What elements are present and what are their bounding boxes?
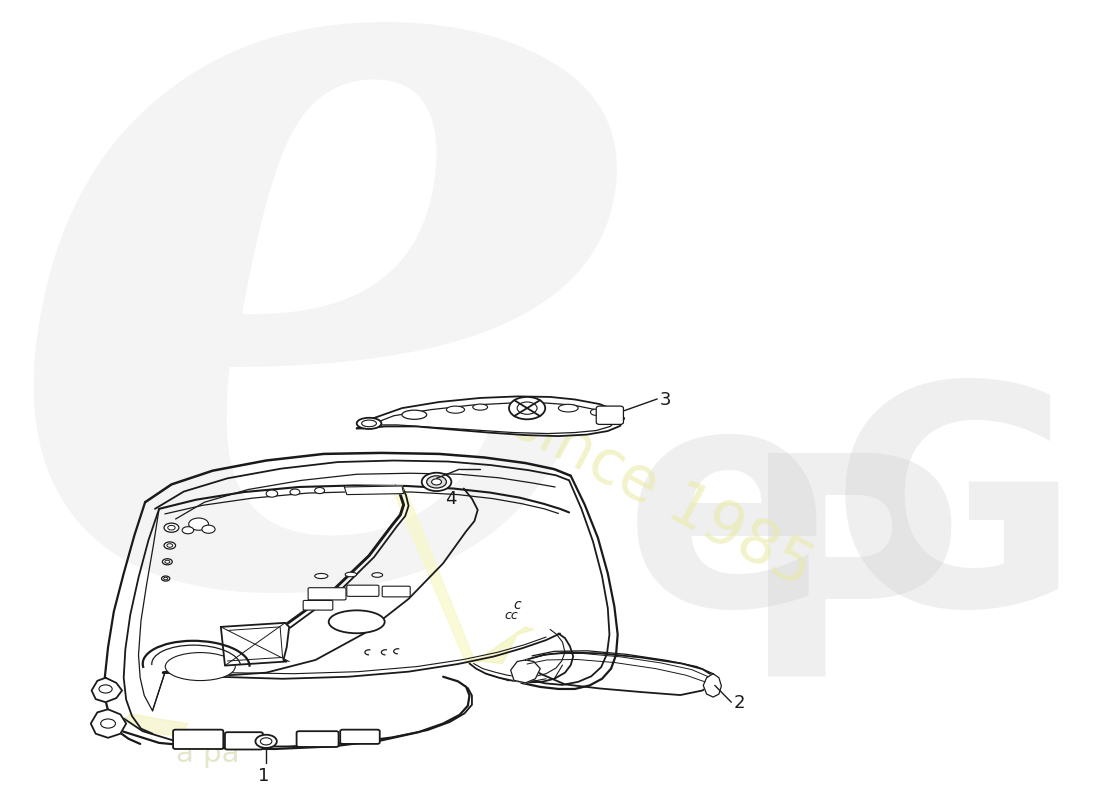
FancyBboxPatch shape xyxy=(340,730,379,744)
Circle shape xyxy=(266,490,277,497)
Circle shape xyxy=(604,414,612,418)
Polygon shape xyxy=(126,714,188,736)
Text: since 1985: since 1985 xyxy=(500,390,823,599)
Circle shape xyxy=(509,397,546,419)
Circle shape xyxy=(261,738,272,745)
Circle shape xyxy=(431,479,441,485)
Circle shape xyxy=(163,558,173,565)
Polygon shape xyxy=(344,486,404,494)
Text: 1: 1 xyxy=(258,766,270,785)
Ellipse shape xyxy=(447,406,464,414)
Circle shape xyxy=(183,526,194,534)
Polygon shape xyxy=(91,710,127,738)
Circle shape xyxy=(189,518,209,530)
Text: 4: 4 xyxy=(444,490,456,508)
Text: cc: cc xyxy=(505,610,518,622)
Text: 2: 2 xyxy=(734,694,746,712)
Circle shape xyxy=(315,487,324,494)
Polygon shape xyxy=(392,485,483,663)
Circle shape xyxy=(591,409,601,415)
Text: c: c xyxy=(513,598,520,612)
Ellipse shape xyxy=(356,418,382,429)
Ellipse shape xyxy=(402,410,427,419)
Text: P: P xyxy=(739,444,964,741)
Circle shape xyxy=(164,523,179,532)
FancyBboxPatch shape xyxy=(226,732,263,750)
FancyBboxPatch shape xyxy=(297,731,339,747)
Circle shape xyxy=(427,476,447,488)
Circle shape xyxy=(613,418,619,422)
Ellipse shape xyxy=(345,572,356,577)
Circle shape xyxy=(421,473,451,491)
Polygon shape xyxy=(510,660,540,683)
Circle shape xyxy=(164,542,176,549)
Ellipse shape xyxy=(315,574,328,578)
FancyBboxPatch shape xyxy=(173,730,223,749)
Polygon shape xyxy=(221,623,289,666)
FancyBboxPatch shape xyxy=(346,585,378,596)
Text: eG: eG xyxy=(625,373,1082,670)
FancyBboxPatch shape xyxy=(596,406,624,425)
Ellipse shape xyxy=(372,573,383,578)
Ellipse shape xyxy=(559,404,579,412)
FancyBboxPatch shape xyxy=(304,601,333,610)
FancyBboxPatch shape xyxy=(382,586,410,597)
Polygon shape xyxy=(526,652,715,695)
Text: 3: 3 xyxy=(660,391,671,409)
Circle shape xyxy=(255,734,277,748)
Ellipse shape xyxy=(473,404,487,410)
Circle shape xyxy=(162,576,169,581)
Ellipse shape xyxy=(165,653,235,681)
FancyBboxPatch shape xyxy=(308,588,346,600)
Polygon shape xyxy=(468,627,534,663)
Polygon shape xyxy=(703,674,722,697)
Polygon shape xyxy=(91,678,122,702)
Polygon shape xyxy=(356,397,625,436)
Circle shape xyxy=(290,489,300,495)
Ellipse shape xyxy=(329,610,385,634)
Text: a pa: a pa xyxy=(176,740,239,768)
Text: e: e xyxy=(0,0,661,794)
Circle shape xyxy=(202,525,216,534)
